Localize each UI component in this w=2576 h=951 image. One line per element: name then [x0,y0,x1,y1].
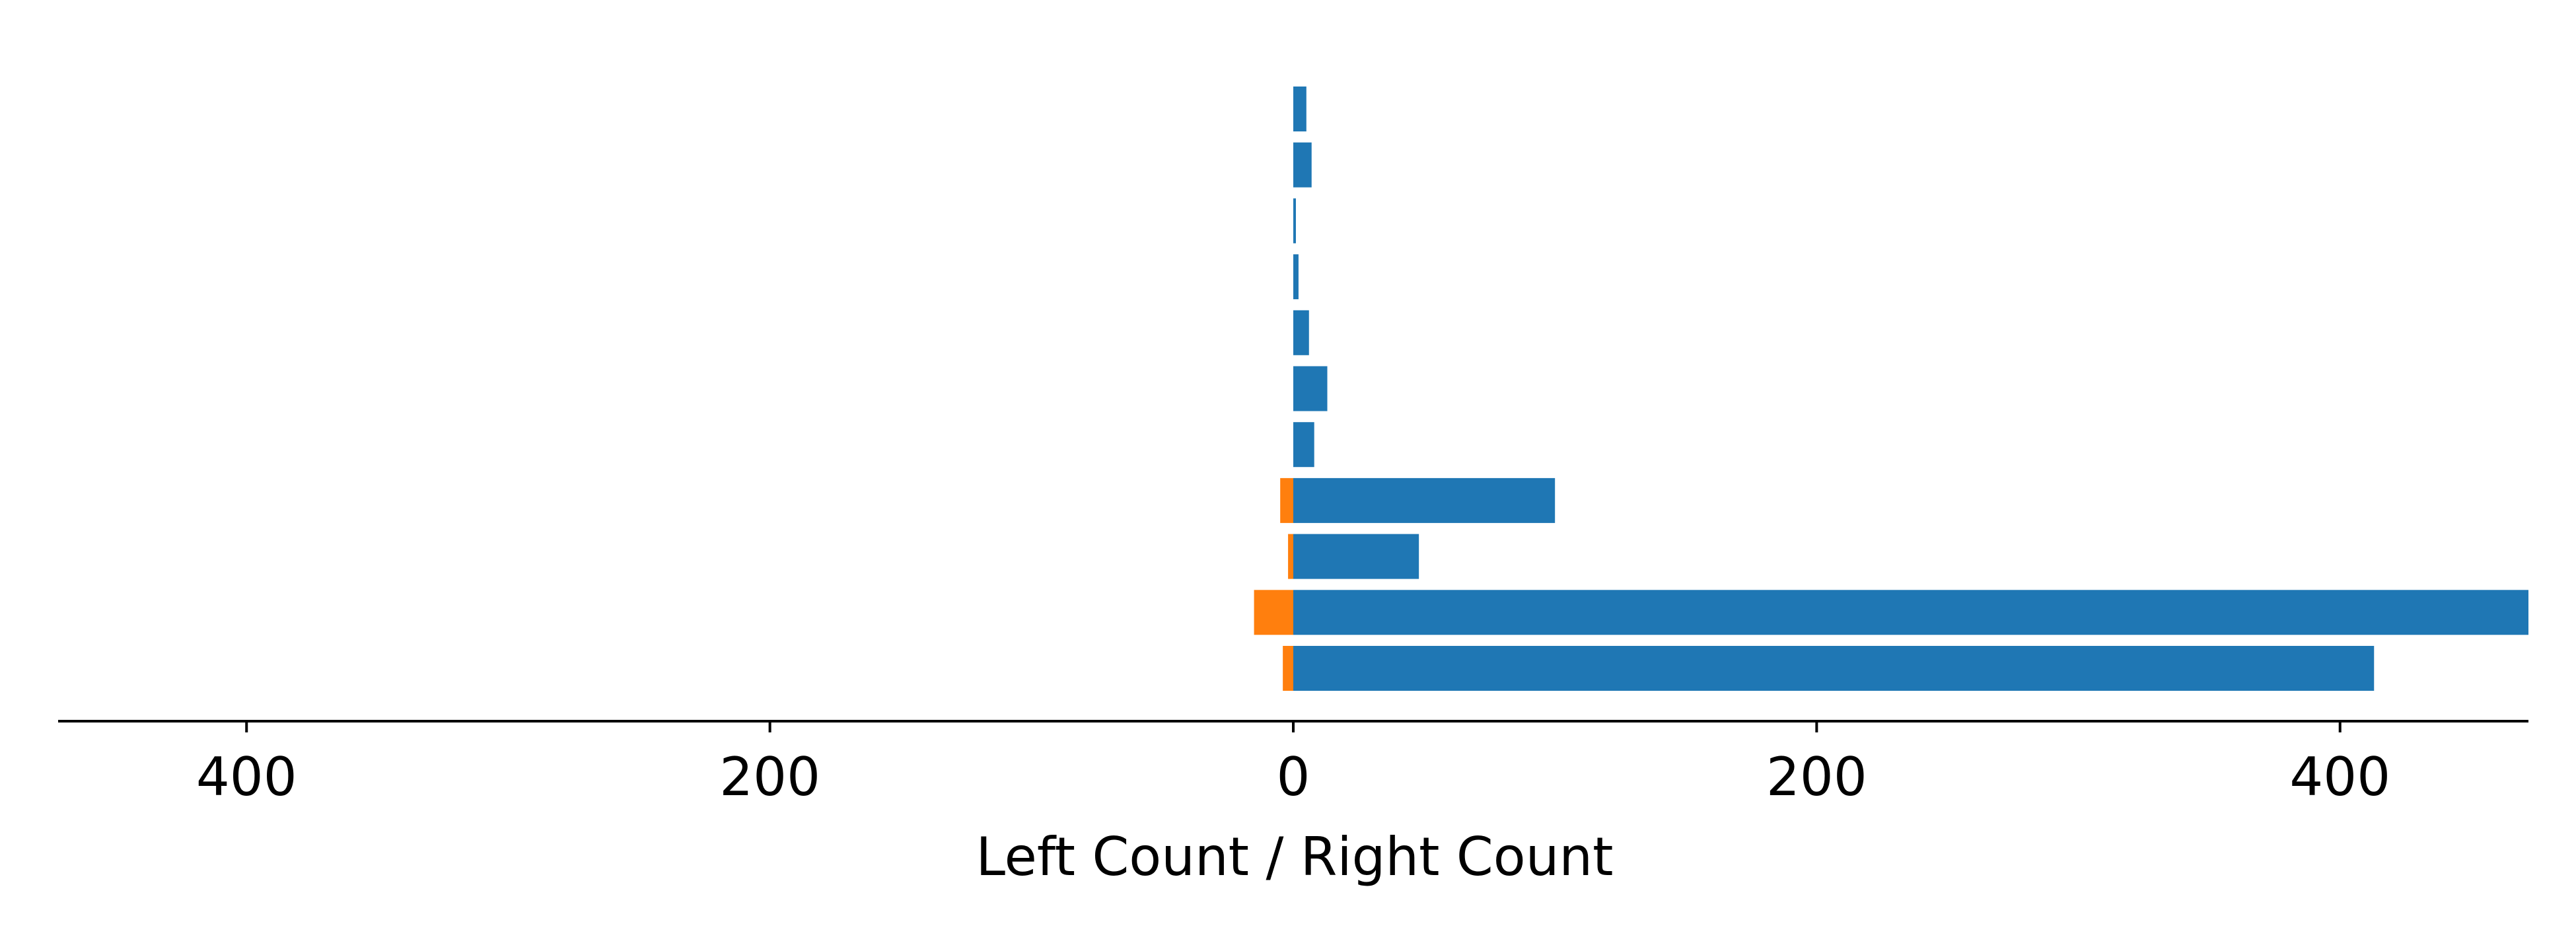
right-bar-5 [1293,366,1328,411]
right-bar-2 [1293,534,1419,579]
right-bar-6 [1293,310,1309,355]
bars-group [1254,87,2528,691]
right-bar-0 [1293,646,2375,691]
right-bar-4 [1293,422,1314,468]
x-tick-label-4: 400 [2289,746,2390,808]
right-bar-10 [1293,87,1306,131]
left-bar-1 [1254,590,1293,635]
left-bar-3 [1280,477,1293,523]
x-tick-label-1: 200 [719,746,820,808]
right-bar-8 [1293,198,1296,244]
right-bar-1 [1293,590,2528,635]
right-bar-9 [1293,142,1312,188]
x-axis-title: Left Count / Right Count [976,826,1614,888]
left-bar-0 [1283,646,1293,691]
x-tick-label-2: 0 [1277,746,1310,808]
right-bar-7 [1293,254,1299,300]
x-tick-label-0: 400 [196,746,297,808]
x-ticks-group: 400 200 0 200 400 [196,721,2390,808]
x-tick-label-3: 200 [1766,746,1867,808]
right-bar-3 [1293,477,1556,523]
left-bar-2 [1288,534,1293,579]
